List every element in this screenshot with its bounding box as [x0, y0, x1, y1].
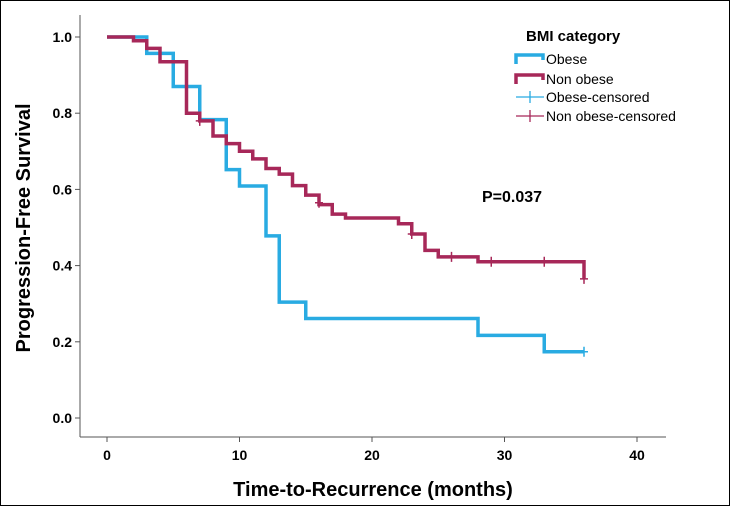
legend: BMI category Obese Non obese Obese-censore… — [514, 28, 676, 124]
x-axis-title: Time-to-Recurrence (months) — [233, 479, 513, 501]
x-tick-label: 0 — [103, 447, 111, 463]
legend-title: BMI category — [526, 28, 621, 45]
x-tick-label: 30 — [497, 447, 513, 463]
legend-items: Obese Non obese Obese-censored Non obese-ce… — [514, 51, 676, 124]
legend-label: Obese-censored — [546, 89, 650, 105]
y-tick-label: 0.2 — [53, 334, 73, 350]
y-tick-label: 0.6 — [53, 181, 73, 197]
x-tick-label: 40 — [629, 447, 645, 463]
y-tick-label: 0.0 — [53, 410, 73, 426]
legend-swatch-censor — [516, 110, 544, 122]
p-value-annotation: P=0.037 — [482, 189, 542, 206]
series-line-non-obese — [107, 35, 586, 279]
x-tick-label: 10 — [232, 447, 248, 463]
legend-label: Obese — [546, 51, 587, 67]
y-axis-ticks: 0.0 0.2 0.4 0.6 0.8 1.0 — [53, 29, 80, 426]
legend-label: Non obese — [546, 71, 614, 87]
censor-mark-non-obese — [407, 228, 416, 239]
censor-mark-non-obese — [315, 197, 323, 208]
censor-mark-non-obese — [487, 256, 496, 267]
legend-label: Non obese-censored — [546, 108, 676, 124]
y-tick-label: 1.0 — [53, 29, 73, 45]
censor-mark-non-obese — [195, 115, 204, 126]
legend-swatch-line — [514, 53, 545, 64]
legend-swatch-censor — [516, 91, 544, 103]
censor-mark-non-obese — [447, 251, 456, 262]
x-tick-label: 20 — [364, 447, 380, 463]
y-tick-label: 0.8 — [53, 105, 73, 121]
series-layer — [107, 35, 588, 357]
series-line-obese — [107, 35, 584, 354]
legend-swatch-line — [514, 73, 545, 84]
censor-mark-non-obese — [580, 273, 588, 284]
censor-mark-obese — [580, 346, 588, 357]
x-axis-ticks: 0 10 20 30 40 — [103, 437, 645, 463]
censor-mark-non-obese — [540, 256, 549, 267]
y-axis-title: Progression-Free Survival — [13, 104, 35, 353]
y-tick-label: 0.4 — [53, 258, 73, 274]
